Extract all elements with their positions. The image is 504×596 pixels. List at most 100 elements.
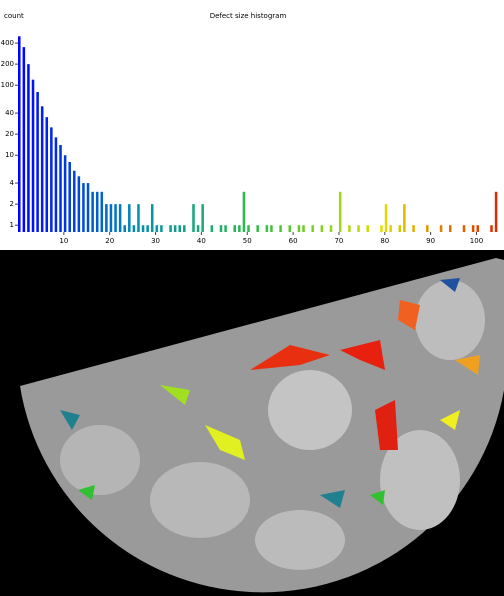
bar: [101, 192, 104, 232]
bar: [156, 225, 159, 232]
bar: [463, 225, 466, 232]
y-tick-label: 20: [5, 130, 14, 138]
bar: [211, 225, 214, 232]
bar: [270, 225, 273, 232]
bar: [279, 225, 282, 232]
bar: [366, 225, 369, 232]
bar: [73, 171, 76, 232]
bar: [174, 225, 177, 232]
bar: [105, 204, 108, 232]
bar: [302, 225, 305, 232]
ct-slice-image: [0, 250, 504, 596]
bar: [403, 204, 406, 232]
bar: [224, 225, 227, 232]
bar: [476, 225, 479, 232]
x-tick-label: 70: [334, 237, 343, 245]
bar: [82, 183, 85, 232]
bar: [18, 36, 21, 232]
x-tick-label: 30: [151, 237, 160, 245]
bar: [389, 225, 392, 232]
bar: [348, 225, 351, 232]
aggregate: [268, 370, 352, 450]
bar: [339, 192, 342, 232]
histogram-chart: count Defect size histogram 1 2 4 10 20 40 100…: [0, 0, 504, 250]
bar: [233, 225, 236, 232]
bar: [298, 225, 301, 232]
x-tick-label: 80: [380, 237, 389, 245]
bar: [201, 204, 204, 232]
chart-title: Defect size histogram: [210, 12, 287, 20]
bar: [321, 225, 324, 232]
x-tick-label: 60: [289, 237, 298, 245]
bar: [472, 225, 475, 232]
bar: [311, 225, 314, 232]
bar: [128, 204, 131, 232]
y-tick-label: 200: [1, 60, 14, 68]
bar: [243, 192, 246, 232]
y-tick-label: 400: [1, 39, 14, 47]
bar: [68, 162, 71, 232]
bar: [41, 106, 44, 232]
bar: [440, 225, 443, 232]
bar: [426, 225, 429, 232]
bar: [289, 225, 292, 232]
bar: [160, 225, 163, 232]
y-tick-label: 40: [5, 109, 14, 117]
bar: [78, 176, 81, 232]
bar: [23, 47, 26, 232]
bar: [178, 225, 181, 232]
bar: [142, 225, 145, 232]
bar: [27, 64, 30, 232]
bar: [449, 225, 452, 232]
bar: [123, 225, 126, 232]
bar: [238, 225, 241, 232]
x-tick-label: 20: [105, 237, 114, 245]
bar: [385, 204, 388, 232]
bar: [183, 225, 186, 232]
bar: [36, 92, 39, 232]
bar: [380, 225, 383, 232]
aggregate: [415, 280, 485, 360]
x-tick-label: 40: [197, 237, 206, 245]
bar: [412, 225, 415, 232]
y-tick-label: 2: [10, 200, 14, 208]
bar: [87, 183, 90, 232]
bar: [91, 192, 94, 232]
bar: [32, 80, 35, 232]
bar: [357, 225, 360, 232]
bar: [220, 225, 223, 232]
bar: [151, 204, 154, 232]
bar: [119, 204, 122, 232]
bar: [46, 117, 49, 232]
bar: [133, 225, 136, 232]
bar: [137, 204, 140, 232]
x-tick-label: 100: [470, 237, 483, 245]
bar: [256, 225, 259, 232]
bar: [96, 192, 99, 232]
bar: [55, 137, 58, 232]
bar: [110, 204, 113, 232]
y-tick-label: 10: [5, 151, 14, 159]
aggregate: [150, 462, 250, 538]
aggregate: [255, 510, 345, 570]
y-tick-label: 4: [10, 179, 15, 187]
x-tick-label: 90: [426, 237, 435, 245]
bar: [490, 225, 493, 232]
bar: [197, 225, 200, 232]
bar: [399, 225, 402, 232]
bar: [330, 225, 333, 232]
aggregate: [60, 425, 140, 495]
bar: [247, 225, 250, 232]
bar: [169, 225, 172, 232]
y-axis-label: count: [4, 12, 24, 20]
bar: [114, 204, 117, 232]
bar: [59, 145, 62, 232]
bar: [50, 127, 53, 232]
bar: [495, 192, 498, 232]
page: {"chart_data": {"type": "histogram", "ti…: [0, 0, 504, 596]
bar: [266, 225, 269, 232]
x-tick-label: 50: [243, 237, 252, 245]
bar: [64, 155, 67, 232]
y-tick-label: 1: [10, 221, 14, 229]
bar: [146, 225, 149, 232]
